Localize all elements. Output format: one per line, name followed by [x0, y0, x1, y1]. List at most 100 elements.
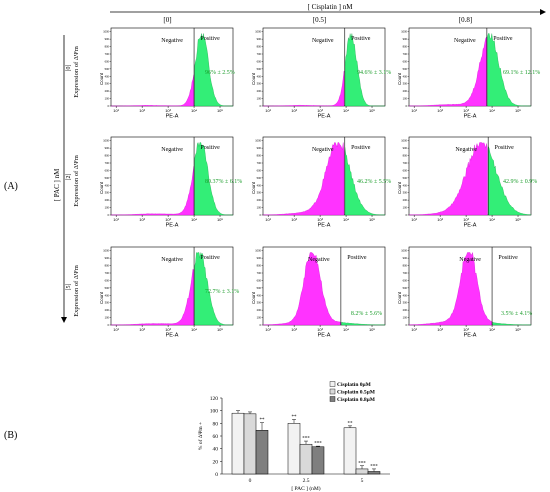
positive-label: Positive	[347, 255, 367, 261]
percent-label: 94.6% ± 3.1%	[357, 70, 391, 76]
percent-label: 80.37% ± 6.1%	[205, 179, 242, 185]
panel-a-label: (A)	[4, 181, 18, 192]
y-tick-label: 200	[403, 308, 408, 312]
y-tick-label: 800	[105, 45, 110, 49]
y-tick-label: 800	[403, 154, 408, 158]
x-tick-label: 10²	[291, 217, 297, 222]
x-tick-label: 10⁴	[343, 327, 349, 332]
y-tick-label: 400	[257, 74, 262, 78]
x-tick-label: 10³	[463, 217, 469, 222]
y-tick-label: 300	[403, 82, 408, 86]
y-tick-label: 200	[257, 89, 262, 93]
row-ylabel: Expression of ΔΨm	[73, 155, 80, 207]
column-header: [0]	[163, 16, 171, 24]
bar-y-axis-label: % of ΔΨm +	[197, 422, 204, 450]
x-tick-label: 10⁵	[369, 108, 375, 113]
y-tick-label: 0	[406, 104, 408, 108]
negative-population	[110, 166, 194, 216]
y-tick-label: 900	[403, 256, 408, 260]
plot-frame	[408, 27, 532, 107]
x-tick-label: 10³	[165, 108, 171, 113]
x-axis-label: PE-A	[166, 333, 179, 339]
y-tick-label: 200	[105, 308, 110, 312]
y-tick-label: 200	[257, 198, 262, 202]
y-tick-label: 600	[105, 168, 110, 172]
negative-label: Negative	[312, 147, 334, 153]
positive-population	[487, 33, 531, 107]
row-label: Expression of ΔΨm[5]	[66, 265, 80, 317]
y-tick-label: 500	[257, 67, 262, 71]
y-tick-label: 300	[257, 301, 262, 305]
row-label: Expression of ΔΨm[0]	[66, 46, 80, 98]
x-tick-label: 10⁵	[515, 217, 521, 222]
negative-population	[408, 251, 492, 326]
y-tick-label: 600	[257, 278, 262, 282]
y-tick-label: 800	[105, 264, 110, 268]
positive-label: Positive	[498, 255, 518, 261]
histogram-cell: 0 100 200 300 400 500 600 700 800 900 1000 Count 10¹…	[251, 246, 386, 339]
positive-population	[341, 322, 386, 326]
y-tick-label: 700	[403, 161, 408, 165]
legend-swatch	[329, 388, 336, 395]
x-axis-label: PE-A	[464, 114, 477, 120]
x-tick-label: 10⁴	[191, 108, 197, 113]
cisplatin-title: [ Cisplatin ] nM	[308, 3, 354, 11]
y-tick-label: 700	[257, 161, 262, 165]
y-tick-label: 100	[403, 206, 408, 210]
bar-x-axis-label: [ PAC ] (nM)	[291, 485, 320, 492]
count-label: Count	[251, 181, 256, 194]
y-tick-label: 1000	[255, 249, 261, 253]
count-label: Count	[99, 72, 104, 85]
y-tick-label: 1000	[401, 139, 407, 143]
y-tick-label: 200	[257, 308, 262, 312]
x-tick-label: 10¹	[265, 108, 271, 113]
y-tick-label: 500	[403, 67, 408, 71]
y-tick-label: 900	[105, 146, 110, 150]
y-tick-label: 500	[105, 286, 110, 290]
x-tick-label: 10⁴	[191, 327, 197, 332]
row-ylabel: Expression of ΔΨm	[73, 46, 80, 98]
x-axis-label: PE-A	[464, 333, 477, 339]
cisplatin-header: [ Cisplatin ] nM	[110, 3, 546, 15]
panel-b-label: (B)	[4, 430, 17, 441]
y-tick-label: 200	[105, 89, 110, 93]
y-tick-label: 0	[260, 104, 262, 108]
count-label: Count	[99, 181, 104, 194]
bar	[311, 446, 325, 475]
count-label: Count	[397, 181, 402, 194]
x-tick-label: 10³	[463, 327, 469, 332]
x-tick-label: 10¹	[265, 217, 271, 222]
y-tick-label: 400	[105, 293, 110, 297]
y-tick-label: 1000	[103, 30, 109, 34]
y-tick-label: 1000	[255, 139, 261, 143]
y-tick-label: 700	[257, 271, 262, 275]
y-tick-label: 100	[257, 316, 262, 320]
x-tick-label: 10⁵	[217, 108, 223, 113]
y-tick-label: 400	[257, 183, 262, 187]
row-label: Expression of ΔΨm[2]	[66, 155, 80, 207]
bar	[299, 443, 313, 475]
x-tick-label: 10⁴	[343, 108, 349, 113]
bar	[231, 412, 245, 475]
positive-label: Positive	[494, 145, 514, 151]
positive-label: Positive	[200, 36, 220, 42]
x-tick-label: 10²	[291, 108, 297, 113]
legend-label: Cisplatin 0μM	[337, 382, 372, 388]
negative-population	[262, 252, 341, 326]
bar-y-tick-label: 20	[213, 459, 219, 465]
y-tick-label: 800	[403, 45, 408, 49]
y-tick-label: 900	[105, 37, 110, 41]
negative-label: Negative	[455, 147, 477, 153]
pac-side-arrow: [ PAC ] nM	[53, 35, 67, 323]
x-axis-label: PE-A	[166, 223, 179, 229]
bar	[255, 430, 269, 475]
x-axis-label: PE-A	[464, 223, 477, 229]
y-tick-label: 600	[257, 59, 262, 63]
positive-label: Positive	[351, 36, 371, 42]
x-tick-label: 10²	[291, 327, 297, 332]
y-tick-label: 500	[105, 176, 110, 180]
histogram-cell: 0 100 200 300 400 500 600 700 800 900 1000 Count 10¹…	[99, 136, 242, 229]
y-tick-label: 800	[257, 154, 262, 158]
y-tick-label: 500	[257, 286, 262, 290]
